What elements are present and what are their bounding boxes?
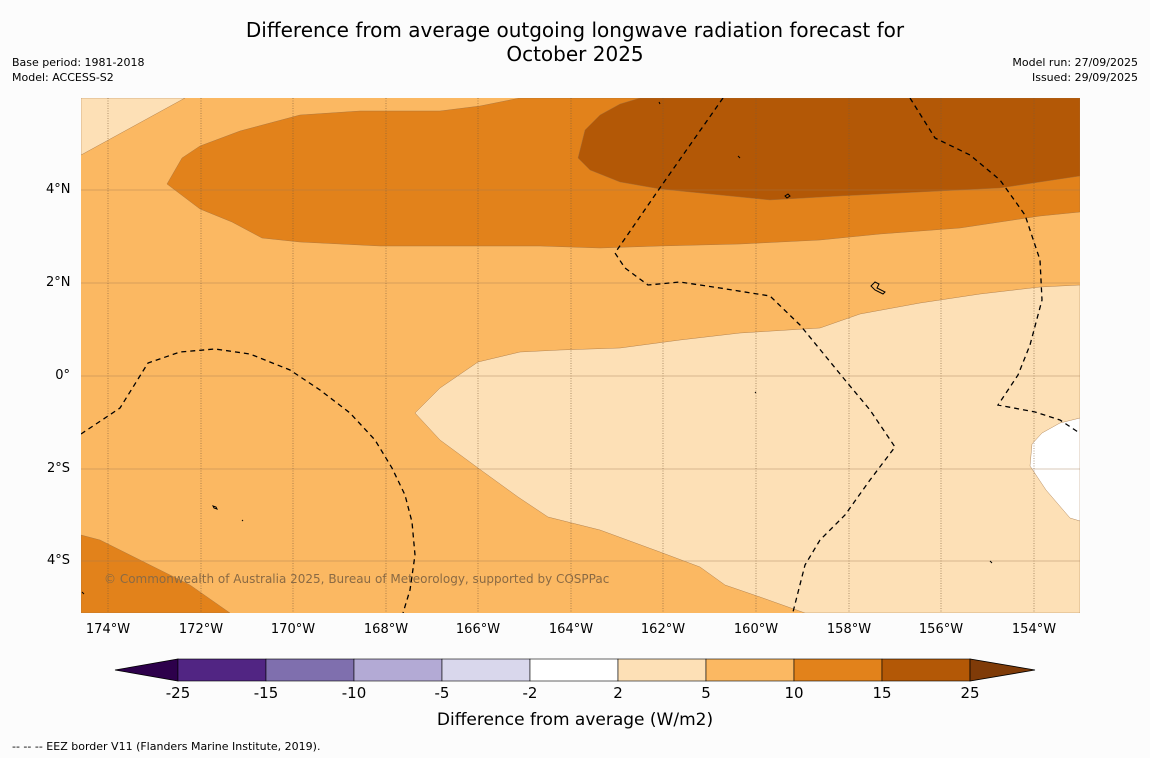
meta-left: Base period: 1981-2018 Model: ACCESS-S2 (12, 55, 144, 85)
eez-border-central (614, 98, 896, 613)
colorbar-label: 2 (613, 684, 623, 702)
eez-legend-footer: -- -- -- EEZ border V11 (Flanders Marine… (12, 740, 321, 753)
colorbar (114, 658, 1036, 682)
colorbar-segment (441, 658, 531, 682)
island-1 (212, 505, 218, 510)
x-tick-174w: 174°W (85, 622, 131, 637)
y-tick-4s: 4°S (46, 553, 70, 568)
island-3 (784, 193, 791, 199)
island-7 (658, 101, 661, 105)
x-tick-154w: 154°W (1011, 622, 1057, 637)
eez-borders (81, 98, 1079, 613)
island-6 (989, 560, 993, 564)
colorbar-label: -5 (434, 684, 450, 702)
colorbar-label: 25 (960, 684, 980, 702)
copyright-notice: © Commonwealth of Australia 2025, Bureau… (104, 572, 610, 586)
colorbar-segment (617, 658, 707, 682)
title-line-2: October 2025 (506, 42, 644, 66)
island-5 (737, 155, 741, 159)
graticule (107, 98, 1035, 613)
y-tick-0: 0° (55, 368, 70, 383)
region-2-5-northwest (81, 98, 186, 156)
colorbar-label: 5 (701, 684, 711, 702)
x-tick-156w: 156°W (918, 622, 964, 637)
colorbar-title: Difference from average (W/m2) (436, 710, 714, 730)
colorbar-segment (265, 658, 355, 682)
island-9 (81, 591, 85, 595)
region-10-15-southwest (81, 534, 231, 613)
colorbar-label: 10 (784, 684, 804, 702)
colorbar-over-arrow (969, 658, 1036, 682)
islands (81, 101, 993, 595)
issued-date: Issued: 29/09/2025 (1031, 71, 1138, 84)
x-tick-172w: 172°W (178, 622, 224, 637)
map-area (81, 98, 1080, 613)
eez-border-east (909, 98, 1079, 433)
x-tick-160w: 160°W (733, 622, 779, 637)
colorbar-segment (353, 658, 443, 682)
x-tick-164w: 164°W (548, 622, 594, 637)
colorbar-segment (881, 658, 971, 682)
island-8 (754, 391, 757, 394)
x-tick-162w: 162°W (640, 622, 686, 637)
y-tick-4n: 4°N (46, 182, 71, 197)
region-2-5-central (414, 284, 1080, 613)
colorbar-label: -2 (522, 684, 538, 702)
model-run: Model run: 27/09/2025 (1012, 56, 1138, 69)
colorbar-label: -25 (165, 684, 191, 702)
model-name: Model: ACCESS-S2 (12, 71, 114, 84)
meta-right: Model run: 27/09/2025 Issued: 29/09/2025 (1012, 55, 1138, 85)
colorbar-label: -10 (341, 684, 367, 702)
region-below-2-east (1029, 417, 1080, 522)
island-2 (241, 519, 244, 522)
x-tick-166w: 166°W (455, 622, 501, 637)
y-tick-2s: 2°S (46, 461, 70, 476)
colorbar-label: -15 (253, 684, 279, 702)
y-tick-2n: 2°N (46, 275, 71, 290)
map-title: Difference from average outgoing longwav… (0, 18, 1150, 66)
region-15-25-north (577, 98, 1080, 201)
colorbar-segment (177, 658, 267, 682)
colorbar-segment (793, 658, 883, 682)
colorbar-segment (529, 658, 619, 682)
colorbar-segment (705, 658, 795, 682)
title-line-1: Difference from average outgoing longwav… (245, 18, 905, 42)
colorbar-under-arrow (114, 658, 179, 682)
x-tick-158w: 158°W (826, 622, 872, 637)
x-tick-168w: 168°W (363, 622, 409, 637)
base-period: Base period: 1981-2018 (12, 56, 145, 69)
colorbar-label: 15 (872, 684, 892, 702)
x-tick-170w: 170°W (270, 622, 316, 637)
island-4 (870, 281, 886, 295)
latitude-lines (81, 189, 1080, 562)
